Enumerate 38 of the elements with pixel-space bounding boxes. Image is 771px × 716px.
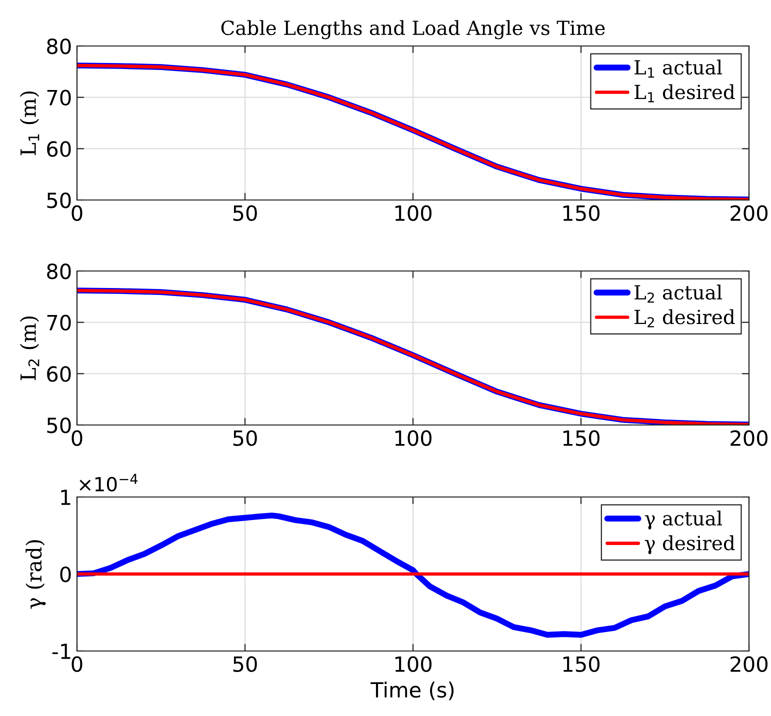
x-tick-label: 150 xyxy=(563,205,600,221)
y-tick-label: 50 xyxy=(47,192,71,208)
x-tick-label: 150 xyxy=(563,430,600,446)
chart-title: Cable Lengths and Load Angle vs Time xyxy=(221,20,605,40)
y-tick-label: 60 xyxy=(47,141,71,157)
x-tick-label: 100 xyxy=(395,656,432,672)
legend-label: L$_{1}$ desired xyxy=(634,84,735,102)
x-tick-label: 50 xyxy=(233,430,257,446)
x-axis-title: Time (s) xyxy=(370,682,454,700)
y-axis-title: γ (rad) xyxy=(26,540,46,609)
y-axis-title: L$_{2}$ (m) xyxy=(20,316,40,380)
x-tick-label: 0 xyxy=(72,656,82,672)
y-tick-label: 0 xyxy=(60,566,71,582)
x-tick-label: 50 xyxy=(233,205,257,221)
y-tick-label: 60 xyxy=(47,366,71,382)
x-tick-label: 150 xyxy=(563,656,600,672)
x-tick-label: 100 xyxy=(395,430,432,446)
x-tick-label: 100 xyxy=(395,205,432,221)
y-tick-label: 1 xyxy=(61,490,70,505)
y-tick-label: 50 xyxy=(47,417,71,434)
y-tick-label: 80 xyxy=(47,263,71,280)
x-tick-label: 200 xyxy=(730,430,768,446)
text: ×10$^{−4}$ xyxy=(80,474,138,492)
y-tick-label: 70 xyxy=(47,314,71,331)
x-tick-label: 50 xyxy=(233,656,257,672)
x-tick-label: 0 xyxy=(72,205,82,221)
legend-label: γ desired xyxy=(644,535,735,554)
y-axis-title: L$_{1}$ (m) xyxy=(20,91,40,156)
x-tick-label: 200 xyxy=(730,656,768,672)
legend-label: L$_{2}$ desired xyxy=(634,309,735,328)
y-tick-label: 70 xyxy=(47,90,71,106)
x-tick-label: 0 xyxy=(72,430,82,446)
x-tick-label: 200 xyxy=(730,205,768,221)
legend-label: γ actual xyxy=(644,510,722,530)
legend-label: L$_{1}$ actual xyxy=(634,60,722,78)
legend-label: L$_{2}$ actual xyxy=(634,284,722,303)
y-tick-label: 80 xyxy=(47,38,71,54)
y-tick-label: -1 xyxy=(52,644,70,659)
